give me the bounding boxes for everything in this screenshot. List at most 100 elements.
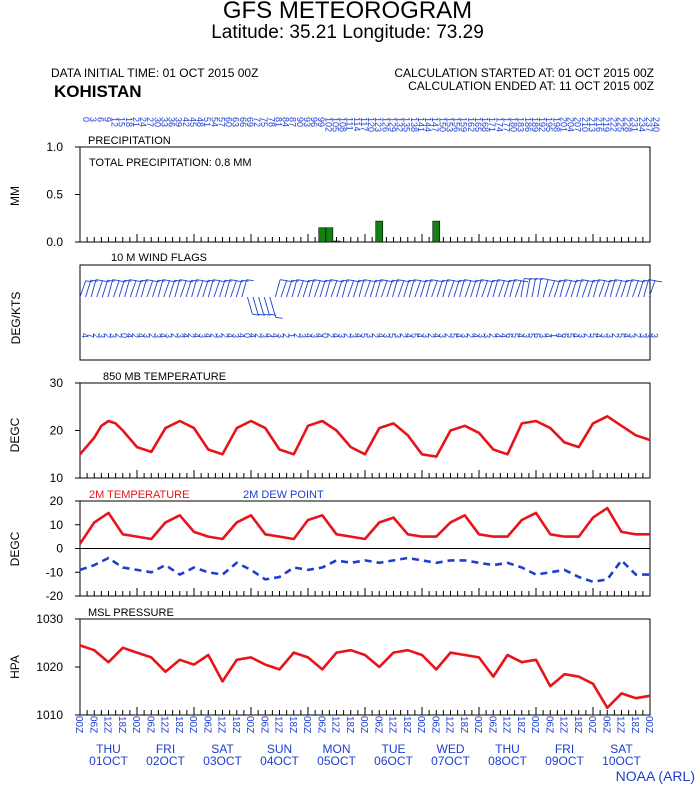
top-hour-tick: 57: [216, 117, 226, 127]
wind-speed-label: 2: [169, 333, 179, 338]
wind-speed-label: 2: [370, 333, 380, 338]
wind-flag-barb: [430, 279, 438, 282]
top-hour-tick: 48: [195, 117, 205, 127]
top-hour-tick: 120: [366, 117, 376, 132]
wind-flag-barb: [470, 280, 478, 283]
wind-flag-staff: [648, 280, 656, 298]
precipitation-y-label: 0.5: [46, 188, 63, 202]
wind-flag-staff: [637, 280, 644, 298]
day-of-week-label: MON: [323, 742, 351, 756]
date-label: 02OCT: [146, 754, 185, 768]
bottom-time-tick: 12Z: [330, 716, 341, 733]
wind-flag-barb: [186, 280, 194, 283]
wind-speed-label: 2: [465, 333, 475, 338]
wind-speed-label: 4: [303, 333, 313, 338]
wind-flag-barb: [547, 279, 556, 282]
wind-flag-barb: [174, 279, 182, 282]
wind-speed-label: 4: [203, 333, 213, 338]
bottom-time-tick: 18Z: [230, 716, 241, 733]
bottom-time-tick: 18Z: [287, 716, 298, 733]
wind-flag-barb: [202, 280, 210, 283]
precipitation-bar: [375, 220, 384, 243]
temp2m-y-label: 10: [50, 518, 64, 532]
top-hour-tick: 87: [288, 117, 298, 127]
top-hour-tick: 129: [387, 117, 397, 132]
top-hour-tick: 159: [459, 117, 469, 132]
wind-flag-staff: [213, 280, 221, 298]
wind-speed-label: 3: [175, 333, 185, 338]
wind-speed-label: 2: [102, 333, 112, 338]
wind-flag-staff: [531, 278, 536, 298]
pressure-panel-frame: [79, 618, 651, 716]
top-hour-tick: 240: [651, 117, 661, 132]
wind-flag-barb: [140, 279, 149, 282]
temp2m-line: [78, 506, 650, 545]
top-hour-tick: 90: [295, 117, 305, 127]
calculation-ended: CALCULATION ENDED AT: 11 OCT 2015 00Z: [408, 79, 654, 93]
wind-speed-label: 3: [638, 333, 648, 338]
wind-flag-barb: [475, 279, 483, 282]
wind-speed-label: 3: [108, 333, 118, 338]
wind-flag-staff: [129, 280, 137, 298]
top-hour-tick: 54: [209, 117, 219, 127]
wind-speed-label: 5: [359, 333, 369, 338]
wind-flag-barb: [593, 279, 601, 282]
wind-flag-barb: [576, 279, 584, 282]
wind-speed-label: 3: [482, 333, 492, 338]
top-hour-tick: 27: [145, 117, 155, 127]
top-hour-tick: 222: [608, 117, 618, 132]
top-hour-tick: 111: [345, 117, 355, 131]
wind-speed-label: 2: [292, 333, 302, 338]
wind-speed-label: 4: [270, 333, 280, 338]
wind-speed-label: 4: [543, 333, 553, 338]
top-hour-tick: 18: [124, 117, 134, 127]
wind-speed-label: 5: [616, 333, 626, 338]
bottom-time-tick: 12Z: [615, 716, 626, 733]
calculation-started: CALCULATION STARTED AT: 01 OCT 2015 00Z: [394, 66, 654, 80]
bottom-time-tick: 18Z: [173, 716, 184, 733]
wind-flag-barb: [643, 279, 651, 282]
top-hour-tick: 126: [380, 117, 390, 132]
wind-speed-label: 2: [633, 333, 643, 338]
wind-flag-staff: [487, 280, 494, 298]
precipitation-y-axis-label: MM: [8, 186, 22, 206]
wind-flag-staff: [447, 280, 455, 298]
wind-flag-staff: [620, 280, 628, 298]
top-hour-tick: 195: [544, 117, 554, 132]
wind-speed-label: 4: [236, 333, 246, 338]
wind-flag-staff: [313, 280, 321, 298]
wind-speed-label: 4: [247, 333, 257, 338]
wind-flag-barb: [325, 279, 333, 282]
station-name: KOHISTAN: [54, 82, 142, 101]
wind-flag-staff: [163, 280, 170, 298]
wind-flag-staff: [113, 280, 120, 298]
wind-flag-barb: [112, 279, 120, 282]
top-hour-tick: 12: [110, 117, 120, 127]
noaa-credit: NOAA (ARL): [615, 768, 695, 784]
wind-flag-staff: [626, 279, 633, 298]
wind-speed-label: 4: [554, 333, 564, 338]
bottom-time-tick: 12Z: [444, 716, 455, 733]
wind-flag-barb: [95, 279, 104, 282]
wind-flag-barb: [514, 279, 522, 282]
wind-flag-barb: [442, 279, 450, 282]
wind-flag-barb: [408, 279, 417, 282]
wind-flag-barb: [375, 279, 383, 282]
precipitation-bar: [318, 227, 327, 243]
top-hour-tick: 78: [266, 117, 276, 127]
bottom-time-tick: 00Z: [586, 716, 597, 733]
wind-speed-label: 3: [231, 333, 241, 338]
top-hour-tick: 51: [202, 117, 212, 127]
temp850-y-label: 10: [50, 471, 64, 485]
wind-speed-label: 4: [404, 333, 414, 338]
bottom-time-tick: 18Z: [629, 716, 640, 733]
wind-speed-label: 2: [281, 333, 291, 338]
wind-speed-label: 6: [560, 333, 570, 338]
wind-flag-barb: [229, 279, 237, 282]
bottom-time-tick: 00Z: [358, 716, 369, 733]
wind-flag-barb: [179, 279, 187, 282]
wind-speed-label: 2: [398, 333, 408, 338]
wind-flag-staff: [336, 280, 343, 298]
top-hour-tick: 81: [273, 117, 283, 127]
bottom-time-tick: 06Z: [429, 716, 440, 733]
